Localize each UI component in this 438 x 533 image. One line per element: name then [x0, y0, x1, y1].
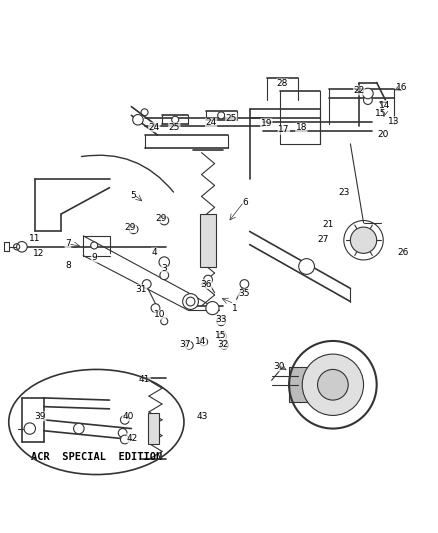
Text: 20: 20 — [378, 130, 389, 139]
Text: 32: 32 — [218, 340, 229, 349]
Text: 16: 16 — [396, 83, 408, 92]
Circle shape — [120, 415, 129, 424]
Text: 8: 8 — [65, 261, 71, 270]
Circle shape — [364, 96, 372, 104]
Text: 9: 9 — [91, 253, 97, 262]
Text: 41: 41 — [139, 375, 150, 384]
Text: 6: 6 — [242, 198, 248, 207]
Text: 27: 27 — [318, 235, 329, 244]
Circle shape — [318, 369, 348, 400]
Text: 28: 28 — [277, 79, 288, 88]
Text: 29: 29 — [125, 223, 136, 232]
Text: 25: 25 — [169, 123, 180, 132]
Text: 29: 29 — [155, 214, 167, 223]
Circle shape — [240, 280, 249, 288]
Text: 1: 1 — [231, 304, 237, 313]
Text: 17: 17 — [278, 125, 290, 134]
Text: 26: 26 — [397, 248, 409, 257]
Text: 19: 19 — [261, 119, 272, 128]
Circle shape — [220, 342, 228, 349]
Circle shape — [204, 275, 212, 284]
Circle shape — [142, 280, 151, 288]
Circle shape — [160, 271, 169, 280]
Text: 42: 42 — [127, 434, 138, 443]
Bar — [200, 214, 216, 266]
Text: 31: 31 — [135, 285, 147, 294]
Text: 30: 30 — [274, 362, 285, 371]
Circle shape — [129, 225, 138, 233]
Bar — [289, 367, 315, 402]
Text: 23: 23 — [338, 189, 350, 197]
Text: 18: 18 — [296, 123, 307, 132]
Circle shape — [185, 342, 193, 349]
Text: 15: 15 — [215, 331, 227, 340]
Text: 39: 39 — [35, 412, 46, 421]
Text: 36: 36 — [200, 279, 212, 288]
Circle shape — [74, 423, 84, 434]
Circle shape — [363, 88, 373, 99]
Circle shape — [217, 317, 226, 326]
Circle shape — [299, 259, 314, 274]
Circle shape — [219, 333, 226, 341]
Circle shape — [206, 302, 219, 314]
Circle shape — [91, 242, 98, 249]
Text: 14: 14 — [379, 101, 390, 110]
Text: 21: 21 — [322, 220, 333, 229]
Text: 22: 22 — [353, 86, 365, 95]
Bar — [148, 413, 159, 444]
Circle shape — [302, 354, 364, 415]
Circle shape — [159, 257, 170, 268]
Text: ACR  SPECIAL  EDITION: ACR SPECIAL EDITION — [31, 452, 162, 462]
Circle shape — [350, 227, 377, 253]
Text: 12: 12 — [33, 249, 44, 258]
Circle shape — [17, 241, 27, 252]
Text: 10: 10 — [154, 310, 166, 319]
Text: 33: 33 — [215, 316, 227, 325]
Text: 5: 5 — [131, 191, 137, 199]
Circle shape — [183, 294, 198, 310]
Text: 24: 24 — [205, 118, 217, 127]
Text: 24: 24 — [148, 123, 160, 132]
Circle shape — [151, 304, 160, 312]
Circle shape — [200, 338, 208, 346]
Text: 3: 3 — [161, 264, 167, 273]
Circle shape — [24, 423, 35, 434]
Circle shape — [133, 115, 143, 125]
Text: 11: 11 — [29, 235, 41, 244]
Text: 14: 14 — [195, 337, 206, 346]
Text: 37: 37 — [179, 340, 191, 349]
Text: 4: 4 — [152, 248, 157, 257]
Text: 25: 25 — [226, 114, 237, 123]
Circle shape — [120, 435, 129, 444]
Text: 40: 40 — [122, 412, 134, 421]
Circle shape — [118, 429, 127, 437]
Text: 13: 13 — [389, 117, 400, 126]
Text: 7: 7 — [65, 239, 71, 248]
Circle shape — [172, 116, 179, 123]
Circle shape — [218, 112, 225, 119]
Text: 35: 35 — [239, 289, 250, 298]
Text: 15: 15 — [375, 109, 387, 118]
Circle shape — [160, 216, 169, 225]
Text: 43: 43 — [197, 412, 208, 421]
